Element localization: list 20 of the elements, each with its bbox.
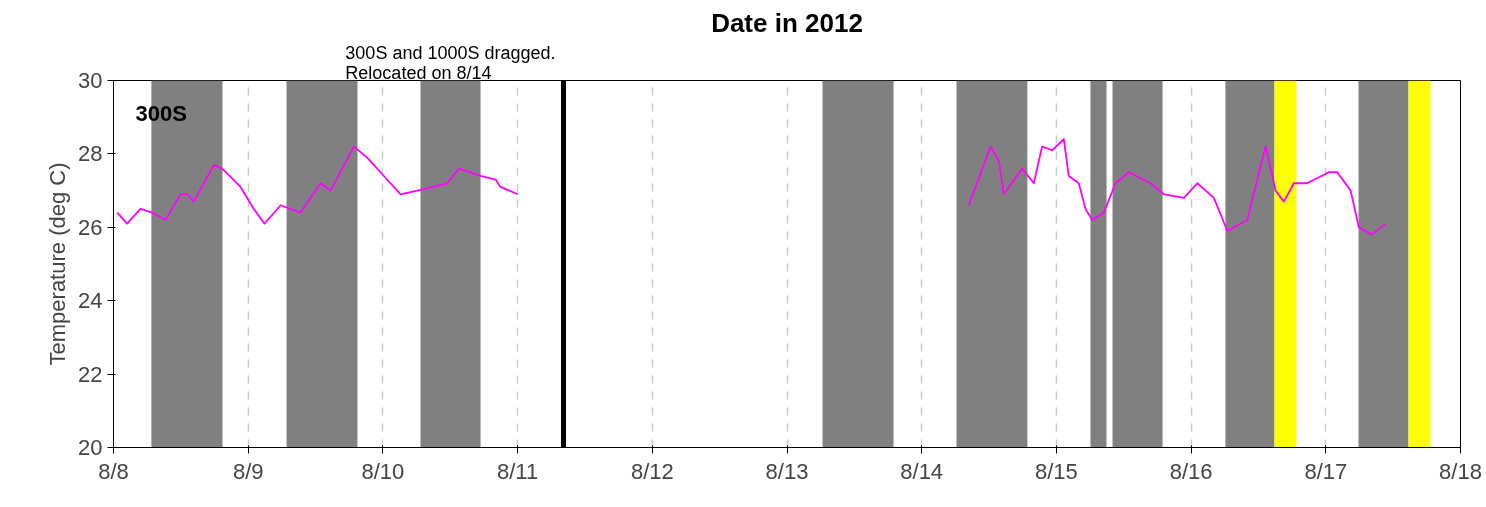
y-tick-label: 26	[78, 214, 103, 240]
ref-line-label: 300S and 1000S dragged. Relocated on 8/14	[345, 42, 556, 83]
x-tick-label: 8/18	[1439, 458, 1482, 484]
y-tick-label: 24	[78, 288, 103, 314]
y-axis-title: Temperature (deg C)	[45, 162, 71, 366]
x-tick-label: 8/9	[232, 458, 264, 484]
chart-title: Date in 2012	[711, 7, 863, 38]
x-tick-label: 8/14	[900, 458, 944, 484]
x-tick-label: 8/12	[630, 458, 674, 484]
x-tick-label: 8/16	[1169, 458, 1213, 484]
y-tick-label: 30	[78, 68, 103, 93]
y-tick-label: 20	[78, 435, 103, 460]
x-tick-label: 8/10	[361, 458, 405, 484]
x-tick-label: 8/11	[497, 458, 539, 484]
x-tick-label: 8/15	[1034, 458, 1078, 484]
y-tick-label: 28	[78, 141, 103, 167]
x-tick-label: 8/8	[98, 458, 129, 484]
y-tick-label: 22	[78, 361, 103, 387]
x-tick-label: 8/17	[1304, 458, 1348, 484]
x-tick-label: 8/13	[765, 458, 809, 484]
